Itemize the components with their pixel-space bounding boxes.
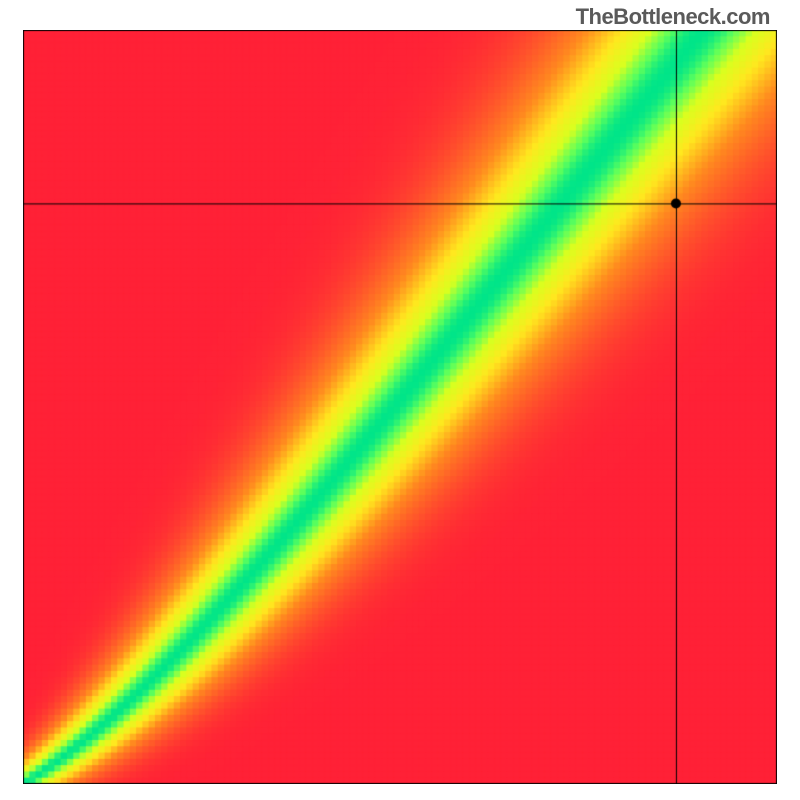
heatmap-canvas	[23, 30, 777, 784]
heatmap-plot	[23, 30, 777, 784]
watermark-text: TheBottleneck.com	[576, 4, 770, 30]
chart-container: TheBottleneck.com	[0, 0, 800, 800]
